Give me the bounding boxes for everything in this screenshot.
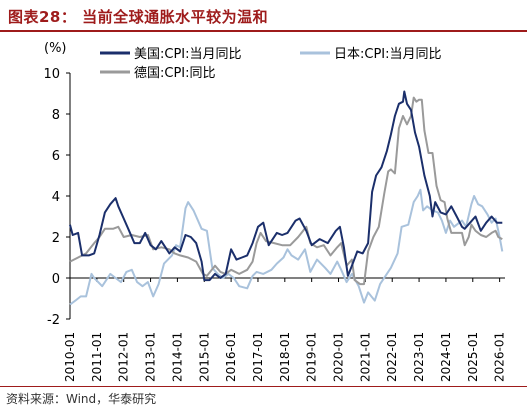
x-tick-label: 2010-01 (63, 332, 77, 382)
germany-cpi-line (69, 96, 503, 286)
chart-axes: (%) -2 0 2 4 6 8 10 2010-01 2011-01 2012-01 2013-01… (43, 41, 506, 382)
japan-cpi-line (69, 188, 504, 306)
us-cpi-line (69, 90, 503, 282)
x-tick-label: 2023-01 (412, 332, 426, 382)
x-tick-label: 2026-01 (493, 332, 507, 382)
footer-rule (0, 386, 527, 387)
x-tick-label: 2018-01 (278, 332, 292, 382)
x-tick-label: 2015-01 (197, 332, 211, 382)
legend-germany: 德国:CPI:同比 (100, 66, 216, 81)
y-tick-label: 4 (52, 190, 60, 205)
legend-label: 德国:CPI:同比 (134, 66, 216, 81)
title-bar: 图表28： 当前全球通胀水平较为温和 (0, 0, 527, 30)
x-tick-label: 2014-01 (170, 332, 184, 382)
legend-us: 美国:CPI:当月同比 (100, 47, 242, 62)
y-tick-label: 2 (52, 231, 60, 246)
x-tick-label: 2024-01 (439, 332, 453, 382)
x-tick-label: 2025-01 (466, 332, 480, 382)
y-axis-unit-label: (%) (44, 41, 67, 56)
legend-label: 美国:CPI:当月同比 (134, 47, 242, 62)
x-tick-label: 2011-01 (90, 332, 104, 382)
x-tick-label: 2021-01 (358, 332, 372, 382)
y-tick-label: -2 (47, 313, 60, 328)
chart-title: 图表28： 当前全球通胀水平较为温和 (8, 8, 269, 26)
legend-label: 日本:CPI:当月同比 (334, 47, 442, 62)
x-tick-label: 2019-01 (305, 332, 319, 382)
x-tick-label: 2017-01 (251, 332, 265, 382)
y-tick-label: 10 (43, 67, 60, 82)
x-tick-label: 2016-01 (224, 332, 238, 382)
title-rule (0, 30, 527, 32)
source-note: 资料来源：Wind，华泰研究 (6, 392, 157, 406)
legend-japan: 日本:CPI:当月同比 (300, 47, 442, 62)
x-tick-label: 2013-01 (144, 332, 158, 382)
y-tick-label: 8 (52, 108, 60, 123)
y-tick-label: 0 (52, 272, 60, 287)
chart-series-lines (69, 90, 504, 306)
y-tick-label: 6 (52, 149, 60, 164)
x-tick-label: 2012-01 (117, 332, 131, 382)
x-tick-label: 2020-01 (332, 332, 346, 382)
x-tick-label: 2022-01 (385, 332, 399, 382)
